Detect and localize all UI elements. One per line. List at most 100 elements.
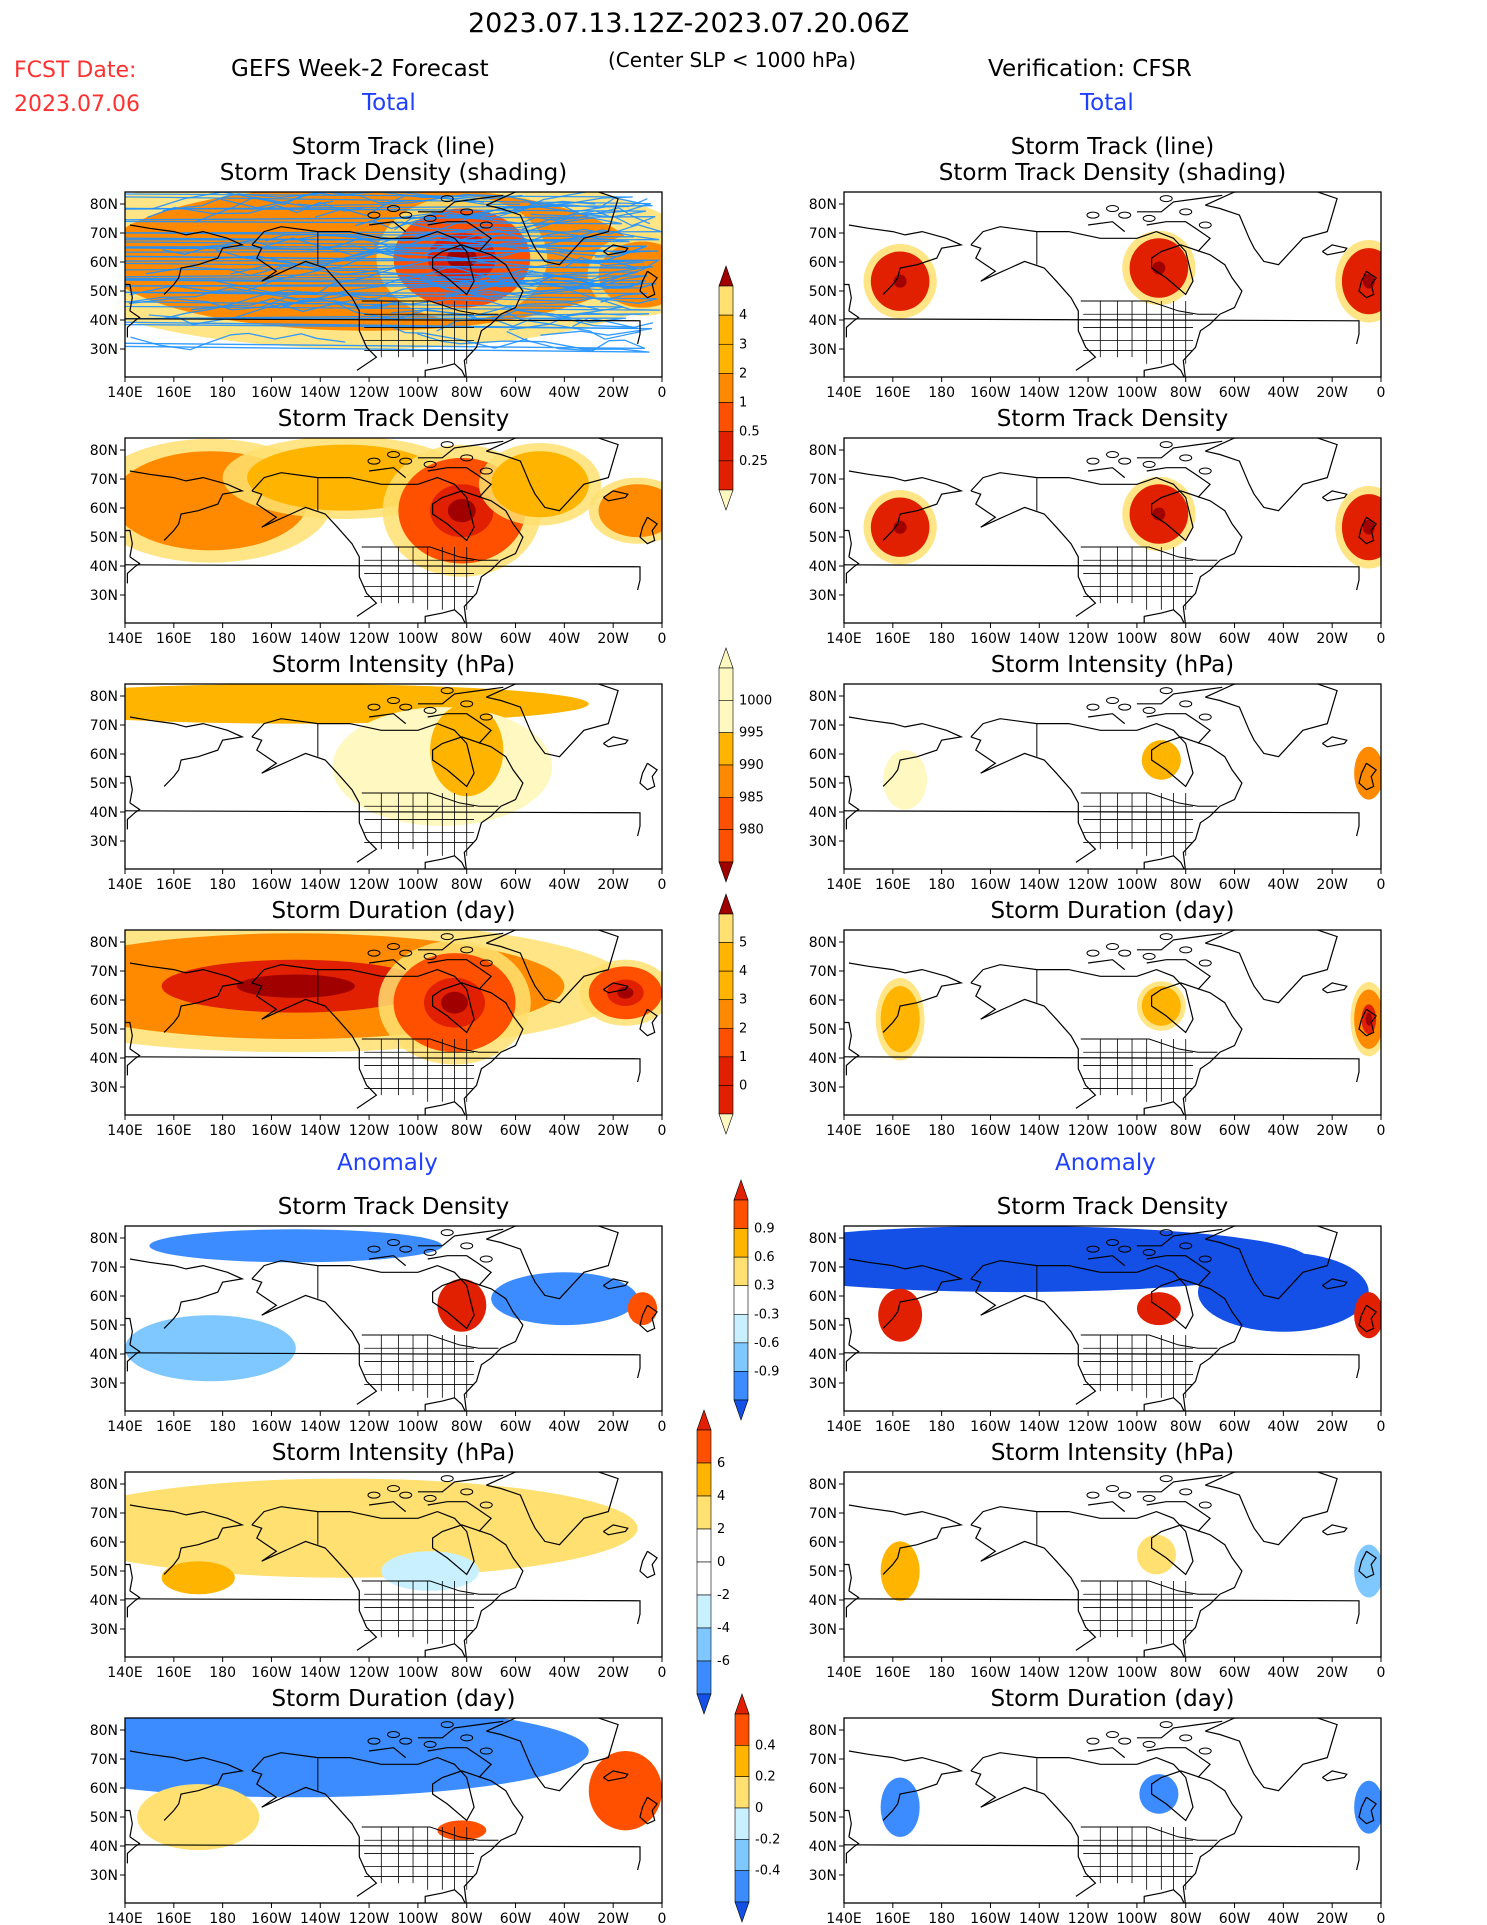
shade-cell <box>1136 1534 1176 1575</box>
lon-tick-label: 100W <box>398 385 439 401</box>
colorbar-segment <box>718 829 734 863</box>
storm-track-line <box>419 268 562 285</box>
colorbar-label: -4 <box>717 1621 730 1636</box>
arctic-island <box>1106 1731 1119 1739</box>
storm-track-line <box>125 221 662 242</box>
lat-tick-label: 40N <box>809 559 837 575</box>
map-panel-cfsr-total-density <box>839 437 1382 628</box>
lon-tick-label: 120W <box>349 1665 390 1681</box>
shade-cell <box>161 1561 235 1595</box>
arctic-island <box>1118 949 1132 957</box>
lon-tick-label: 160W <box>251 877 292 893</box>
lat-tick-label: 30N <box>809 588 837 604</box>
shade-cell <box>880 986 920 1053</box>
lon-tick-label: 0 <box>658 1665 667 1681</box>
lon-tick-label: 20W <box>1316 877 1348 893</box>
panel-title: Storm Duration (day) <box>991 898 1235 924</box>
lat-tick-label: 60N <box>90 1535 118 1551</box>
lon-tick-label: 40W <box>1268 1123 1300 1139</box>
coastline <box>1088 959 1126 971</box>
colorbar-segment <box>718 970 734 1001</box>
colorbar-bottom-arrow <box>733 1399 749 1421</box>
coastline <box>603 982 629 994</box>
shade-cell <box>137 1784 260 1851</box>
colorbar-label: -0.3 <box>754 1307 779 1322</box>
coastline <box>369 1255 407 1267</box>
lon-tick-label: 20W <box>597 1911 629 1925</box>
coastline <box>125 1021 133 1050</box>
lat-tick-label: 40N <box>809 1347 837 1363</box>
coastline <box>126 1344 141 1372</box>
lon-tick-label: 40W <box>549 877 581 893</box>
lon-tick-label: 180 <box>928 1123 955 1139</box>
panel-title-line2: Storm Track Density (shading) <box>220 160 567 186</box>
shade-cell <box>430 703 504 797</box>
colorbar-segment <box>734 1745 750 1777</box>
map-content <box>844 438 1381 623</box>
colorbar-segment <box>733 1285 749 1315</box>
arctic-island <box>423 214 437 222</box>
shade-cell <box>381 1551 479 1591</box>
shade-cell <box>878 1288 923 1342</box>
colorbar-segment <box>718 797 734 830</box>
arctic-island <box>387 943 400 951</box>
map-frame <box>843 1225 1382 1412</box>
colorbar-segment <box>718 402 734 433</box>
coastline <box>1358 270 1377 299</box>
colorbar-segment <box>718 999 734 1029</box>
coastline <box>125 1598 641 1625</box>
shade-cell <box>1354 746 1381 800</box>
storm-track-line <box>125 321 653 336</box>
lon-tick-label: 40W <box>549 1123 581 1139</box>
panel-title-line2: Storm Track Density (shading) <box>939 160 1286 186</box>
lon-tick-label: 160E <box>156 1123 192 1139</box>
fcst-date-value: 2023.07.06 <box>14 92 140 117</box>
arctic-island <box>387 1485 400 1493</box>
coastline <box>1205 438 1338 512</box>
coastline <box>844 564 1360 591</box>
lon-tick-label: 80W <box>1170 1665 1202 1681</box>
lon-tick-label: 80W <box>1170 1123 1202 1139</box>
lon-tick-label: 0 <box>658 1123 667 1139</box>
lon-tick-label: 160W <box>970 1419 1011 1435</box>
map-content <box>844 1718 1381 1903</box>
colorbar-segment <box>718 373 734 403</box>
border-canada-us <box>361 1826 499 1841</box>
lon-tick-label: 180 <box>209 631 236 647</box>
coastline <box>1088 1501 1126 1513</box>
lat-tick-label: 40N <box>90 1051 118 1067</box>
shade-cell <box>491 451 589 518</box>
lon-tick-label: 140E <box>107 877 143 893</box>
colorbar-anom_intensity <box>696 1409 712 1715</box>
shade-cell <box>149 1229 443 1263</box>
coastline <box>1358 1008 1377 1037</box>
lat-tick-label: 80N <box>90 1231 118 1247</box>
arctic-island <box>399 457 413 465</box>
arctic-island <box>1106 205 1119 213</box>
coastline <box>125 1056 641 1083</box>
lon-tick-label: 140W <box>300 631 341 647</box>
storm-track-line <box>125 271 638 284</box>
coastline <box>1088 1255 1126 1267</box>
lon-tick-label: 80W <box>1170 385 1202 401</box>
arctic-island <box>1118 1245 1132 1253</box>
storm-track-line <box>125 301 624 331</box>
map-background <box>844 1718 1381 1903</box>
arctic-island <box>1198 1747 1212 1755</box>
coastline <box>970 472 1243 623</box>
arctic-island <box>479 1747 493 1755</box>
arctic-island <box>1159 1229 1173 1237</box>
arctic-island <box>367 1737 381 1745</box>
colorbar-segment <box>733 1371 749 1401</box>
lon-tick-label: 140W <box>1019 877 1060 893</box>
arctic-island <box>423 1248 437 1256</box>
colorbar-segment <box>734 1839 750 1871</box>
lat-tick-label: 80N <box>90 197 118 213</box>
shade-cell <box>1354 1780 1381 1834</box>
arctic-island <box>367 457 381 465</box>
lat-tick-label: 50N <box>90 284 118 300</box>
coastline <box>486 192 619 266</box>
coastline <box>970 226 1243 377</box>
coastline <box>845 310 860 338</box>
coastline <box>970 1278 1097 1405</box>
